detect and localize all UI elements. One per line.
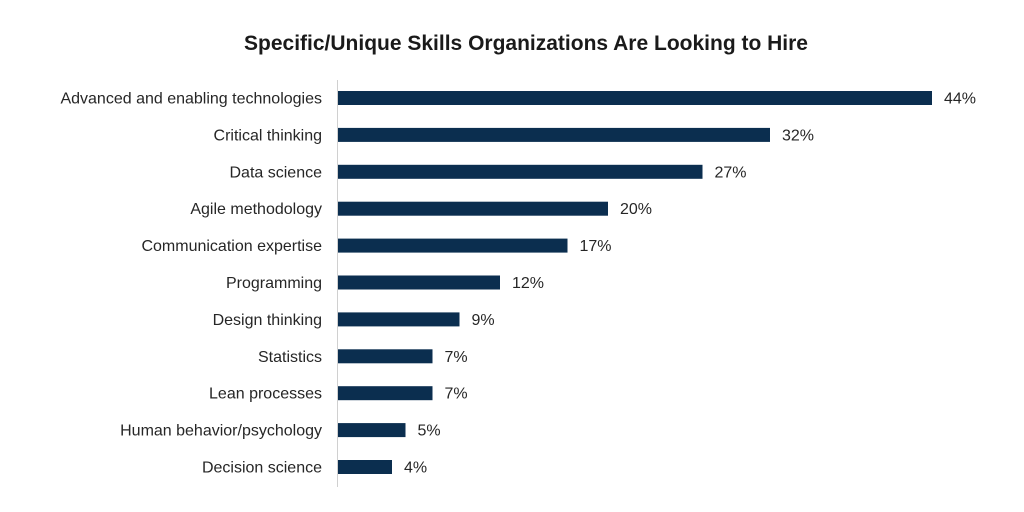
category-label: Critical thinking xyxy=(214,127,322,144)
category-label: Agile methodology xyxy=(190,201,322,218)
bar xyxy=(338,386,433,401)
bar xyxy=(338,238,568,253)
value-label: 17% xyxy=(580,238,612,255)
bar xyxy=(338,275,500,290)
bars-group xyxy=(338,91,932,474)
category-label: Decision science xyxy=(202,460,322,477)
category-label: Communication expertise xyxy=(141,238,322,255)
chart-title: Specific/Unique Skills Organizations Are… xyxy=(244,32,808,55)
category-label: Advanced and enabling technologies xyxy=(60,91,322,108)
value-label: 44% xyxy=(944,91,976,108)
category-label: Statistics xyxy=(258,349,322,366)
category-label: Human behavior/psychology xyxy=(120,423,322,440)
bar xyxy=(338,423,406,438)
value-label: 32% xyxy=(782,127,814,144)
value-labels: 44% 32% 27% 20% 17% 12% 9% 7% 7% 5% 4% xyxy=(404,91,976,477)
value-label: 7% xyxy=(445,349,468,366)
value-label: 5% xyxy=(418,423,441,440)
category-label: Design thinking xyxy=(213,312,322,329)
bar xyxy=(338,127,770,142)
value-label: 20% xyxy=(620,201,652,218)
value-label: 27% xyxy=(715,164,747,181)
bar xyxy=(338,164,703,179)
bar xyxy=(338,201,608,216)
category-label: Programming xyxy=(226,275,322,292)
value-label: 12% xyxy=(512,275,544,292)
category-labels: Advanced and enabling technologies Critic… xyxy=(60,91,322,477)
bar xyxy=(338,312,460,327)
category-label: Lean processes xyxy=(209,386,322,403)
value-label: 9% xyxy=(472,312,495,329)
bar xyxy=(338,349,433,364)
category-label: Data science xyxy=(230,164,323,181)
value-label: 4% xyxy=(404,460,427,477)
value-label: 7% xyxy=(445,386,468,403)
bar xyxy=(338,91,932,105)
bar xyxy=(338,460,392,474)
